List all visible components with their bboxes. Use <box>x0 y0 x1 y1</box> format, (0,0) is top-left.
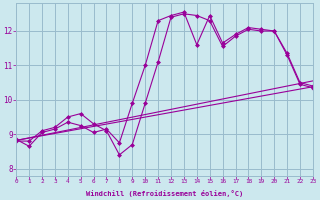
X-axis label: Windchill (Refroidissement éolien,°C): Windchill (Refroidissement éolien,°C) <box>86 190 243 197</box>
